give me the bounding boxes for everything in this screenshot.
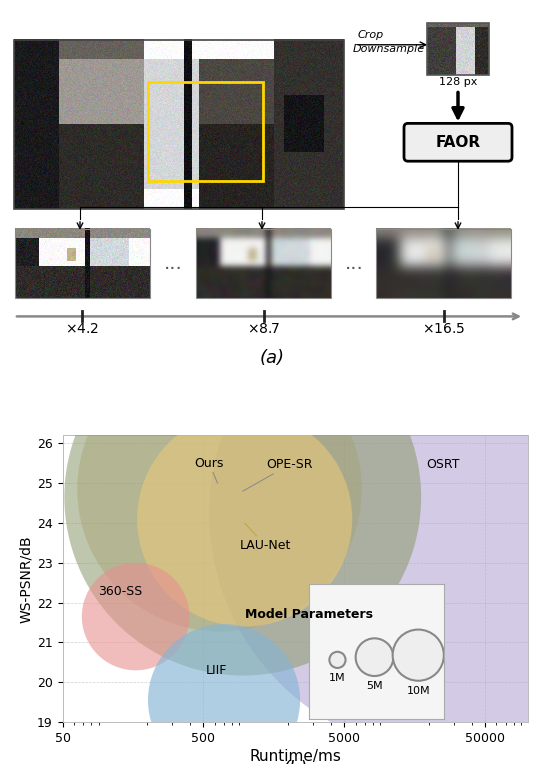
Point: [220, 694, 228, 706]
Text: FAOR: FAOR: [435, 134, 480, 150]
Point: [446, 507, 454, 520]
Text: LAU-Net: LAU-Net: [239, 523, 291, 552]
Text: ...: ...: [345, 254, 363, 274]
Text: 360-SS: 360-SS: [98, 585, 143, 598]
Text: Crop: Crop: [358, 30, 384, 40]
Text: (a): (a): [259, 349, 285, 367]
Point: [131, 610, 140, 623]
Text: 128 px: 128 px: [439, 76, 477, 86]
Text: $\times$4.2: $\times$4.2: [65, 322, 99, 336]
Text: OSRT: OSRT: [426, 458, 460, 471]
Y-axis label: WS-PSNR/dB: WS-PSNR/dB: [19, 535, 33, 623]
Text: LIIF: LIIF: [206, 664, 227, 677]
Text: $\times$16.5: $\times$16.5: [422, 322, 466, 336]
Text: Ours: Ours: [194, 457, 224, 483]
Text: Downsample: Downsample: [353, 44, 425, 53]
X-axis label: Runtime/ms: Runtime/ms: [249, 749, 341, 764]
Text: $\times$8.7: $\times$8.7: [248, 322, 281, 336]
Point: [240, 513, 249, 525]
Text: OPE-SR: OPE-SR: [243, 458, 313, 491]
Point: [238, 491, 247, 503]
Text: (b): (b): [282, 760, 308, 764]
Text: ...: ...: [164, 254, 182, 274]
FancyBboxPatch shape: [404, 123, 512, 161]
Point: [215, 483, 224, 495]
